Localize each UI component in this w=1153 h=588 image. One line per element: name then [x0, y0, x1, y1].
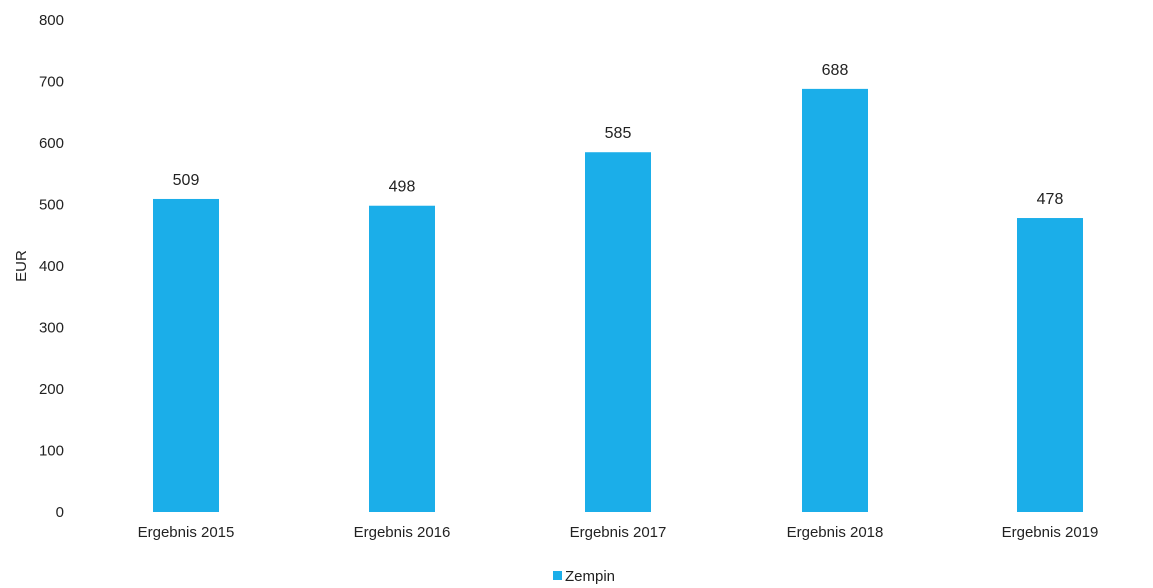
- y-tick-label: 400: [39, 258, 64, 275]
- y-tick-label: 500: [39, 197, 64, 214]
- y-tick-label: 200: [39, 381, 64, 398]
- data-label: 498: [389, 179, 416, 196]
- data-label: 509: [173, 172, 200, 189]
- bar-ergebnis-2015: [153, 198, 219, 512]
- y-tick-label: 100: [39, 443, 64, 460]
- x-axis: Ergebnis 2015 Ergebnis 2016 Ergebnis 2017 E…: [138, 524, 1099, 541]
- data-label: 688: [822, 62, 849, 79]
- bar-ergebnis-2016: [369, 205, 435, 513]
- x-tick-label: Ergebnis 2017: [570, 524, 667, 541]
- bar-ergebnis-2019: [1017, 218, 1083, 512]
- y-tick-label: 600: [39, 135, 64, 152]
- x-tick-label: Ergebnis 2019: [1002, 524, 1099, 541]
- data-label: 478: [1037, 191, 1064, 208]
- legend-swatch: [553, 571, 562, 580]
- x-tick-label: Ergebnis 2015: [138, 524, 235, 541]
- y-axis-title: EUR: [13, 250, 30, 282]
- y-tick-label: 0: [56, 504, 64, 521]
- bars-group: [153, 88, 1083, 513]
- data-labels-group: 509 498 585 688 478: [173, 62, 1064, 208]
- legend-label: Zempin: [565, 568, 615, 585]
- bar-ergebnis-2018: [802, 88, 868, 512]
- y-tick-label: 700: [39, 74, 64, 91]
- data-label: 585: [605, 125, 632, 142]
- y-tick-label: 300: [39, 320, 64, 337]
- x-tick-label: Ergebnis 2018: [787, 524, 884, 541]
- y-tick-label: 800: [39, 12, 64, 29]
- y-axis: 0 100 200 300 400 500 600 700 800: [39, 12, 64, 521]
- legend: Zempin: [553, 568, 615, 585]
- x-tick-label: Ergebnis 2016: [354, 524, 451, 541]
- bar-ergebnis-2017: [585, 152, 651, 512]
